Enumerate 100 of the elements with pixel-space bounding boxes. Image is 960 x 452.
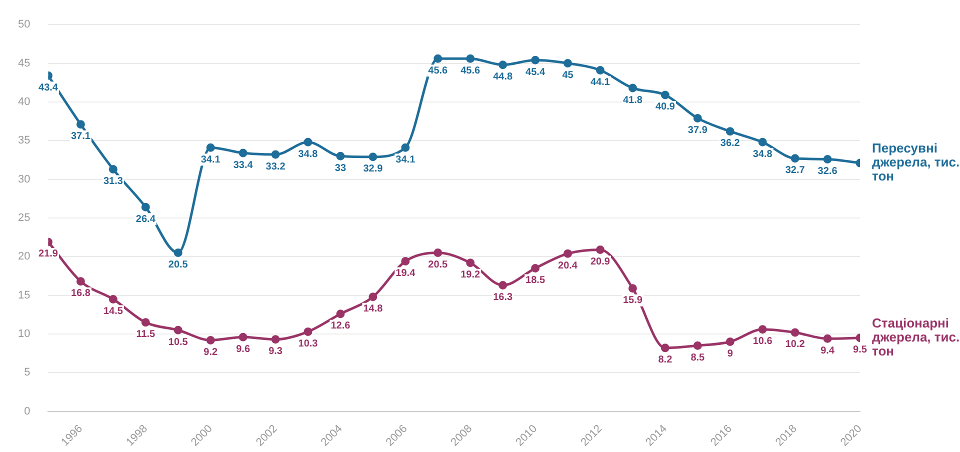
point: [76, 120, 85, 129]
point: [790, 328, 800, 337]
point: [466, 258, 475, 268]
point: [823, 334, 832, 343]
data-label: 19.4: [396, 268, 416, 280]
point: [271, 335, 280, 344]
data-label: 14.8: [363, 304, 384, 315]
point: [758, 325, 767, 334]
point: [726, 337, 734, 346]
data-label: 9.4: [820, 345, 835, 356]
data-label: 34.1: [396, 154, 416, 166]
data-label: 9.3: [268, 346, 283, 358]
point: [141, 318, 150, 327]
data-label: 16.8: [70, 288, 91, 300]
y-tick-label: 5: [24, 366, 30, 379]
data-label: 37.9: [688, 124, 708, 136]
data-label: 33: [334, 162, 346, 174]
data-label: 20.5: [168, 260, 188, 271]
data-label: 21.9: [38, 248, 58, 260]
data-label: 34.8: [298, 148, 318, 160]
data-label: 15.9: [622, 295, 643, 306]
point: [76, 277, 85, 286]
point: [531, 264, 540, 273]
data-label: 37.1: [70, 131, 91, 142]
data-label: 34.8: [752, 148, 773, 160]
data-label: 32.9: [363, 164, 384, 175]
point: [174, 248, 182, 258]
point: [660, 344, 670, 352]
point: [790, 154, 800, 163]
data-label: 45.4: [526, 66, 546, 78]
y-tick-label: 50: [18, 18, 30, 31]
point: [596, 245, 604, 254]
point: [823, 154, 832, 164]
y-tick-label: 40: [18, 96, 30, 108]
data-label: 31.3: [103, 176, 124, 187]
point: [434, 248, 442, 258]
data-label: 26.4: [136, 214, 156, 225]
point: [531, 56, 540, 64]
data-label: 9: [727, 348, 734, 360]
point: [108, 165, 118, 174]
point: [466, 54, 475, 63]
point: [564, 249, 572, 258]
point: [596, 66, 604, 74]
point: [108, 294, 118, 304]
point: [498, 60, 508, 70]
data-label: 43.4: [38, 82, 58, 94]
data-label: 19.2: [460, 270, 481, 281]
data-label: 11.5: [136, 329, 156, 340]
data-label: 44.8: [493, 72, 513, 83]
y-tick-label: 35: [18, 134, 30, 147]
data-label: 45: [562, 70, 574, 82]
data-label: 10.3: [298, 338, 318, 350]
data-label: 32.6: [818, 166, 838, 177]
point: [141, 202, 150, 212]
y-tick-label: 45: [18, 57, 30, 70]
data-label: 40.9: [655, 102, 676, 113]
data-label: 20.9: [590, 256, 610, 268]
series-label: Стаціонарні джерела, тис. тон: [872, 315, 960, 358]
point: [758, 138, 767, 146]
data-label: 45.6: [428, 65, 448, 76]
data-label: 10.2: [785, 339, 806, 350]
point: [726, 127, 734, 136]
data-label: 34.1: [200, 154, 221, 166]
data-label: 14.5: [103, 306, 124, 317]
point: [628, 84, 637, 92]
y-tick-label: 15: [18, 289, 30, 302]
y-tick-label: 20: [18, 250, 30, 263]
point: [498, 281, 508, 290]
point: [434, 54, 442, 63]
data-label: 9.6: [236, 344, 250, 355]
data-label: 33.4: [233, 160, 254, 171]
point: [206, 336, 215, 344]
point: [336, 152, 345, 160]
data-label: 36.2: [720, 138, 740, 150]
point: [401, 143, 410, 152]
data-label: 20.5: [428, 260, 448, 271]
point: [693, 114, 702, 122]
y-tick-label: 0: [24, 405, 30, 418]
data-label: 9.2: [204, 346, 218, 358]
data-label: 12.6: [330, 320, 351, 332]
point: [564, 59, 572, 68]
point: [304, 138, 312, 146]
series-label: Пересувні джерела, тис. тон: [872, 140, 960, 184]
data-label: 16.3: [493, 292, 513, 304]
point: [206, 143, 215, 152]
data-label: 9.5: [853, 344, 868, 356]
point: [660, 90, 670, 100]
point: [368, 292, 378, 302]
point: [304, 327, 312, 336]
data-label: 41.8: [622, 94, 643, 106]
point: [174, 326, 182, 334]
data-label: 33.2: [266, 161, 286, 172]
data-label: 8.5: [690, 352, 706, 364]
data-label: 45.6: [460, 65, 481, 76]
point: [401, 257, 410, 266]
data-label: 18.5: [526, 275, 546, 286]
point: [628, 284, 637, 293]
data-label: 10.6: [752, 336, 773, 348]
point: [271, 150, 280, 159]
point: [238, 332, 248, 342]
